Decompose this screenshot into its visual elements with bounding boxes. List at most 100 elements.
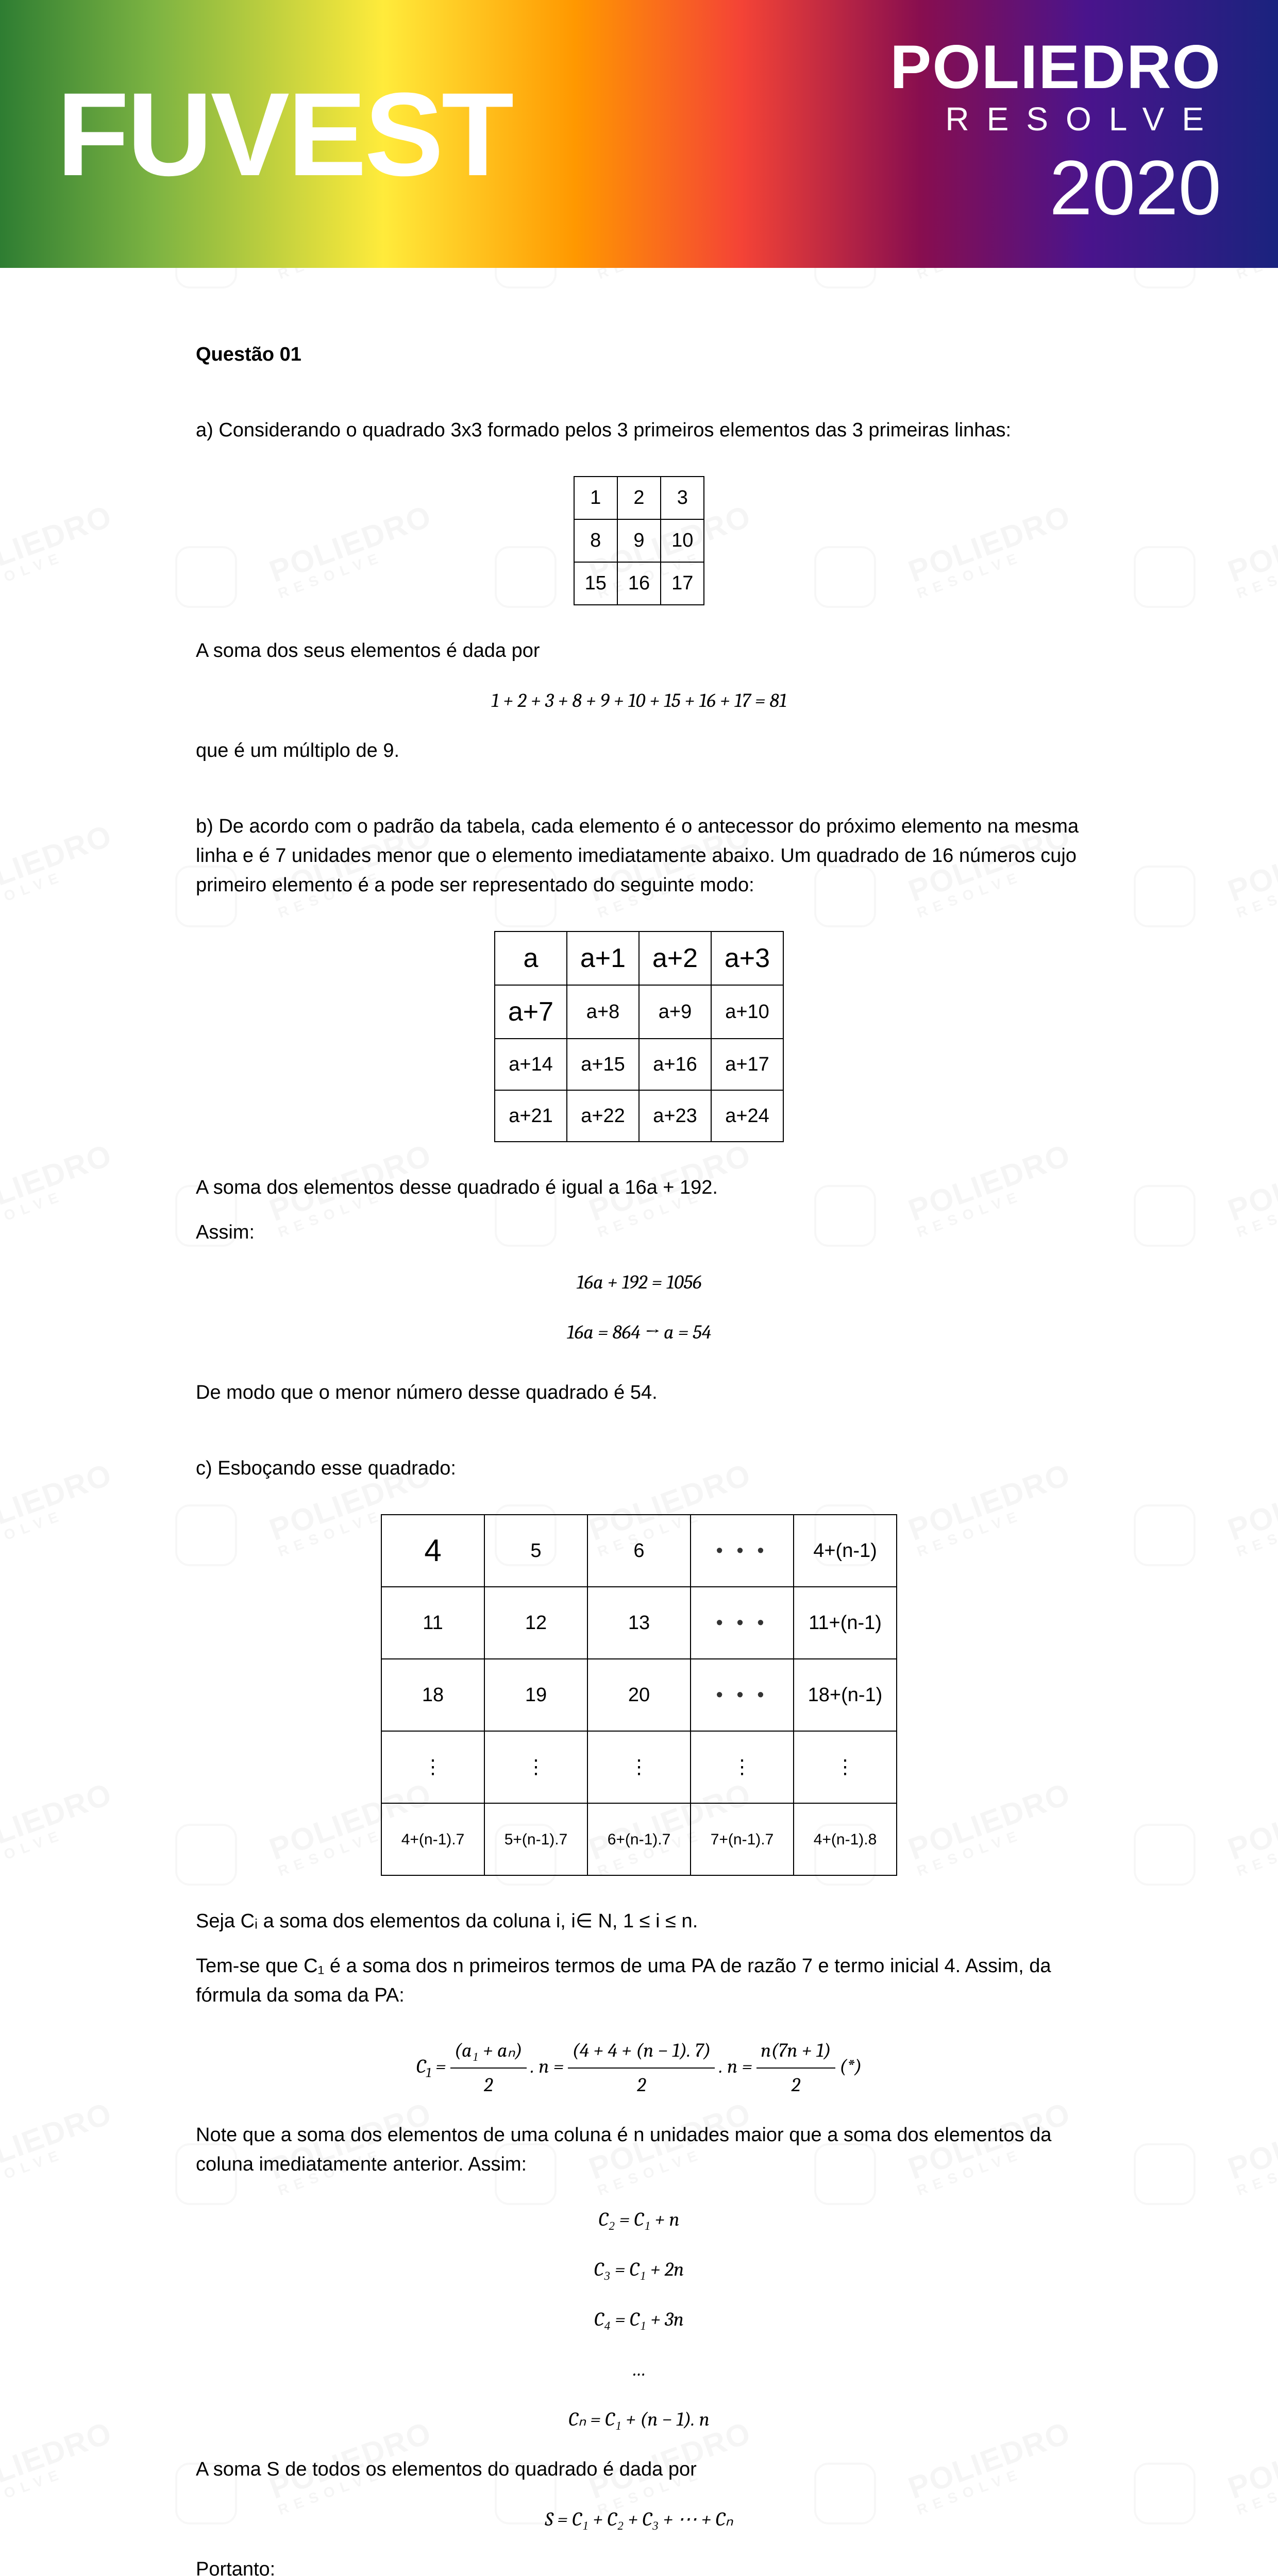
brand-subtitle: RESOLVE: [890, 100, 1221, 138]
denominator: 2: [450, 2069, 527, 2100]
cell: a+7: [495, 985, 567, 1039]
numerator: n(7n + 1): [756, 2036, 835, 2069]
cell: 20: [587, 1659, 691, 1731]
cell: 11: [381, 1587, 484, 1659]
cell: 16: [617, 562, 661, 605]
part-c-seja: Seja Cᵢ a soma dos elementos da coluna i…: [196, 1907, 1082, 1936]
cell: a+9: [639, 985, 711, 1039]
document-body: Questão 01 a) Considerando o quadrado 3x…: [196, 268, 1082, 2576]
part-a-intro: a) Considerando o quadrado 3x3 formado p…: [196, 416, 1082, 445]
page-header: FUVEST POLIEDRO RESOLVE 2020: [0, 0, 1278, 268]
cell: a+8: [567, 985, 639, 1039]
seq-line: C₃ = C₁ + 2n: [196, 2255, 1082, 2284]
cell: a+16: [639, 1039, 711, 1090]
part-b-conclusion: De modo que o menor número desse quadrad…: [196, 1378, 1082, 1408]
question-title: Questão 01: [196, 340, 1082, 369]
cell: a+10: [711, 985, 783, 1039]
part-c-formula-c1: C1 = (a₁ + aₙ) 2 . n = (4 + 4 + (n − 1).…: [196, 2036, 1082, 2100]
formula-text: C1 =: [416, 2055, 450, 2078]
part-a-conclusion: que é um múltiplo de 9.: [196, 736, 1082, 766]
formula-text: . n =: [719, 2055, 756, 2078]
cell: a: [495, 931, 567, 985]
seq-line: C₄ = C₁ + 3n: [196, 2305, 1082, 2334]
cell: 6: [587, 1515, 691, 1587]
table-c: 4 5 6 • • • 4+(n-1) 11 12 13 • • • 11+(n…: [381, 1514, 897, 1876]
fraction: n(7n + 1) 2: [756, 2036, 835, 2100]
fraction: (4 + 4 + (n − 1). 7) 2: [568, 2036, 715, 2100]
cell-dots: • • •: [691, 1659, 794, 1731]
cell: 9: [617, 519, 661, 562]
part-c-sum-formula: S = C₁ + C₂ + C₃ + ⋯ + Cₙ: [196, 2505, 1082, 2534]
exam-name: FUVEST: [57, 66, 512, 202]
cell: 4+(n-1): [794, 1515, 897, 1587]
table-b-wrapper: a a+1 a+2 a+3 a+7 a+8 a+9 a+10 a+14 a+15…: [196, 931, 1082, 1142]
part-c-note: Note que a soma dos elementos de uma col…: [196, 2121, 1082, 2179]
cell: 7+(n-1).7: [691, 1803, 794, 1875]
table-a: 1 2 3 8 9 10 15 16 17: [574, 476, 705, 605]
fraction: (a₁ + aₙ) 2: [450, 2036, 527, 2100]
cell: a+23: [639, 1090, 711, 1142]
cell-vdots: ⋮: [381, 1731, 484, 1803]
brand-block: POLIEDRO RESOLVE 2020: [890, 36, 1221, 232]
cell: 6+(n-1).7: [587, 1803, 691, 1875]
cell: 5: [484, 1515, 587, 1587]
cell-vdots: ⋮: [484, 1731, 587, 1803]
cell: a+2: [639, 931, 711, 985]
cell: 4+(n-1).8: [794, 1803, 897, 1875]
table-c-wrapper: 4 5 6 • • • 4+(n-1) 11 12 13 • • • 11+(n…: [196, 1514, 1082, 1876]
cell: 5+(n-1).7: [484, 1803, 587, 1875]
part-b-assim: Assim:: [196, 1218, 1082, 1247]
part-c-portanto: Portanto:: [196, 2555, 1082, 2576]
cell: a+22: [567, 1090, 639, 1142]
formula-text: (*): [839, 2055, 862, 2078]
cell: 8: [574, 519, 617, 562]
cell-dots: • • •: [691, 1515, 794, 1587]
cell: a+24: [711, 1090, 783, 1142]
cell: 18: [381, 1659, 484, 1731]
brand-title: POLIEDRO: [890, 36, 1221, 98]
part-b-formula-2: 16a = 864 → a = 54: [196, 1318, 1082, 1347]
denominator: 2: [756, 2069, 835, 2100]
part-a-formula: 1 + 2 + 3 + 8 + 9 + 10 + 15 + 16 + 17 = …: [196, 686, 1082, 716]
cell: 3: [661, 477, 704, 519]
cell: 17: [661, 562, 704, 605]
cell: a+15: [567, 1039, 639, 1090]
cell: 2: [617, 477, 661, 519]
cell: 13: [587, 1587, 691, 1659]
formula-text: . n =: [531, 2055, 568, 2078]
cell: 10: [661, 519, 704, 562]
cell: 12: [484, 1587, 587, 1659]
cell: a+14: [495, 1039, 567, 1090]
cell: 1: [574, 477, 617, 519]
table-b: a a+1 a+2 a+3 a+7 a+8 a+9 a+10 a+14 a+15…: [494, 931, 784, 1142]
cell: 15: [574, 562, 617, 605]
part-b-after-table: A soma dos elementos desse quadrado é ig…: [196, 1173, 1082, 1202]
part-c-intro: c) Esboçando esse quadrado:: [196, 1454, 1082, 1483]
cell: a+1: [567, 931, 639, 985]
cell: 19: [484, 1659, 587, 1731]
denominator: 2: [568, 2069, 715, 2100]
numerator: (a₁ + aₙ): [450, 2036, 527, 2069]
part-c-sum-intro: A soma S de todos os elementos do quadra…: [196, 2455, 1082, 2484]
part-c-temse: Tem-se que C₁ é a soma dos n primeiros t…: [196, 1952, 1082, 2010]
cell-vdots: ⋮: [794, 1731, 897, 1803]
part-a-after-table: A soma dos seus elementos é dada por: [196, 636, 1082, 666]
table-a-wrapper: 1 2 3 8 9 10 15 16 17: [196, 476, 1082, 605]
cell-vdots: ⋮: [691, 1731, 794, 1803]
cell-vdots: ⋮: [587, 1731, 691, 1803]
cell: a+17: [711, 1039, 783, 1090]
cell: 4+(n-1).7: [381, 1803, 484, 1875]
cell: 18+(n-1): [794, 1659, 897, 1731]
cell: 11+(n-1): [794, 1587, 897, 1659]
brand-year: 2020: [890, 143, 1221, 232]
seq-line: Cₙ = C₁ + (n − 1). n: [196, 2405, 1082, 2434]
part-b-intro: b) De acordo com o padrão da tabela, cad…: [196, 812, 1082, 900]
cell-dots: • • •: [691, 1587, 794, 1659]
seq-line: …: [196, 2355, 1082, 2384]
seq-line: C₂ = C₁ + n: [196, 2205, 1082, 2234]
part-b-formula-1: 16a + 192 = 1056: [196, 1268, 1082, 1297]
cell: 4: [381, 1515, 484, 1587]
numerator: (4 + 4 + (n − 1). 7): [568, 2036, 715, 2069]
cell: a+3: [711, 931, 783, 985]
cell: a+21: [495, 1090, 567, 1142]
